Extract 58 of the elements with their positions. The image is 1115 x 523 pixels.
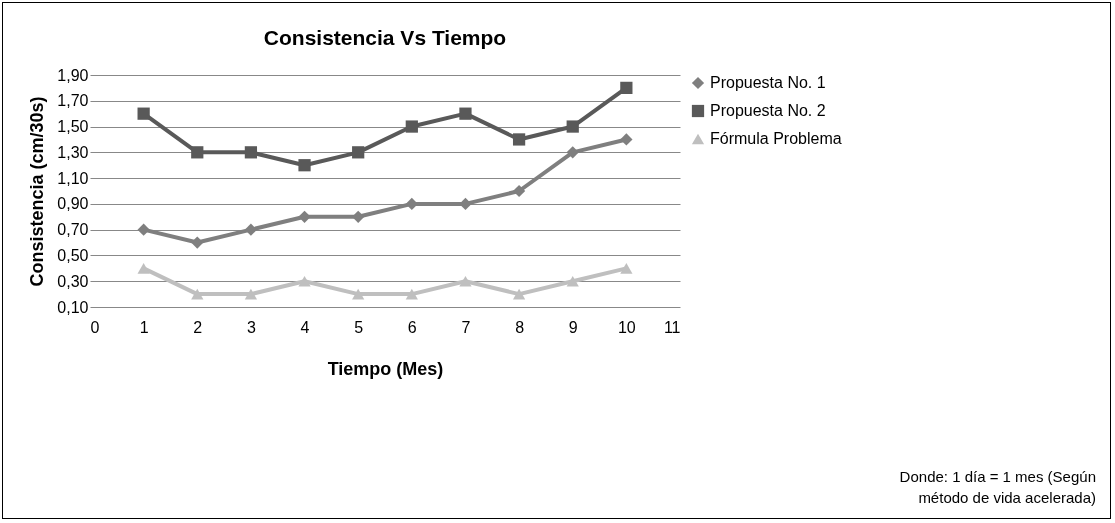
x-tick-label: 2 [193,318,203,336]
point [566,146,579,159]
x-tick-label: 5 [354,318,364,336]
point [298,159,311,172]
y-tick-label: 0,90 [57,195,89,213]
x-tick-label: 1 [139,318,149,336]
point [459,275,472,287]
point [459,107,472,120]
y-tick-label: 0,30 [57,272,89,290]
x-tick-label: 3 [246,318,256,336]
point [512,288,526,300]
point [459,197,472,211]
x-tick-label: 11 [663,318,681,336]
y-tick-label: 1,70 [57,92,89,110]
legend-label: Fórmula Problema [710,130,842,147]
x-tick-label: 6 [407,318,417,336]
point [405,288,418,300]
point [244,223,258,236]
y-axis-title: Consistencia (cm/30s) [27,96,48,287]
point [191,288,204,300]
point [191,236,204,249]
y-tick-label: 0,10 [57,298,89,316]
point [298,275,311,287]
point [352,210,365,223]
point [512,133,526,146]
point [137,263,150,274]
point [620,133,633,146]
x-tick-label: 9 [568,318,578,336]
x-tick-label: 8 [515,318,525,336]
point [405,120,418,133]
y-tick-label: 0,50 [57,246,89,264]
chart-title: Consistencia Vs Tiempo [263,26,507,49]
text: Donde: 1 día = 1 mes (Según método de vida acelerada) [899,467,1096,508]
point [352,146,365,159]
x-axis-title: Tiempo (Mes) [327,358,444,379]
y-tick-label: 1,50 [57,118,89,136]
x-tick-label: 4 [300,318,310,336]
x-tick-label: 7 [461,318,471,336]
point [620,263,633,274]
legend-label: Propuesta No. 1 [710,74,826,91]
point [352,288,365,300]
y-tick-label: 1,30 [57,143,89,161]
point [405,197,418,211]
point [191,146,204,159]
point [620,81,633,95]
point [512,184,526,198]
y-tick-label: 1,10 [57,169,89,187]
point [566,120,579,133]
y-tick-label: 0,70 [57,221,89,239]
point [244,146,258,159]
x-tick-label: 0 [90,318,100,336]
x-tick-label: 10 [617,318,636,336]
point [244,288,258,300]
point [137,223,150,236]
point [137,107,150,120]
legend-label: Propuesta No. 2 [710,102,826,119]
point [566,275,579,287]
y-tick-label: 1,90 [57,66,89,84]
